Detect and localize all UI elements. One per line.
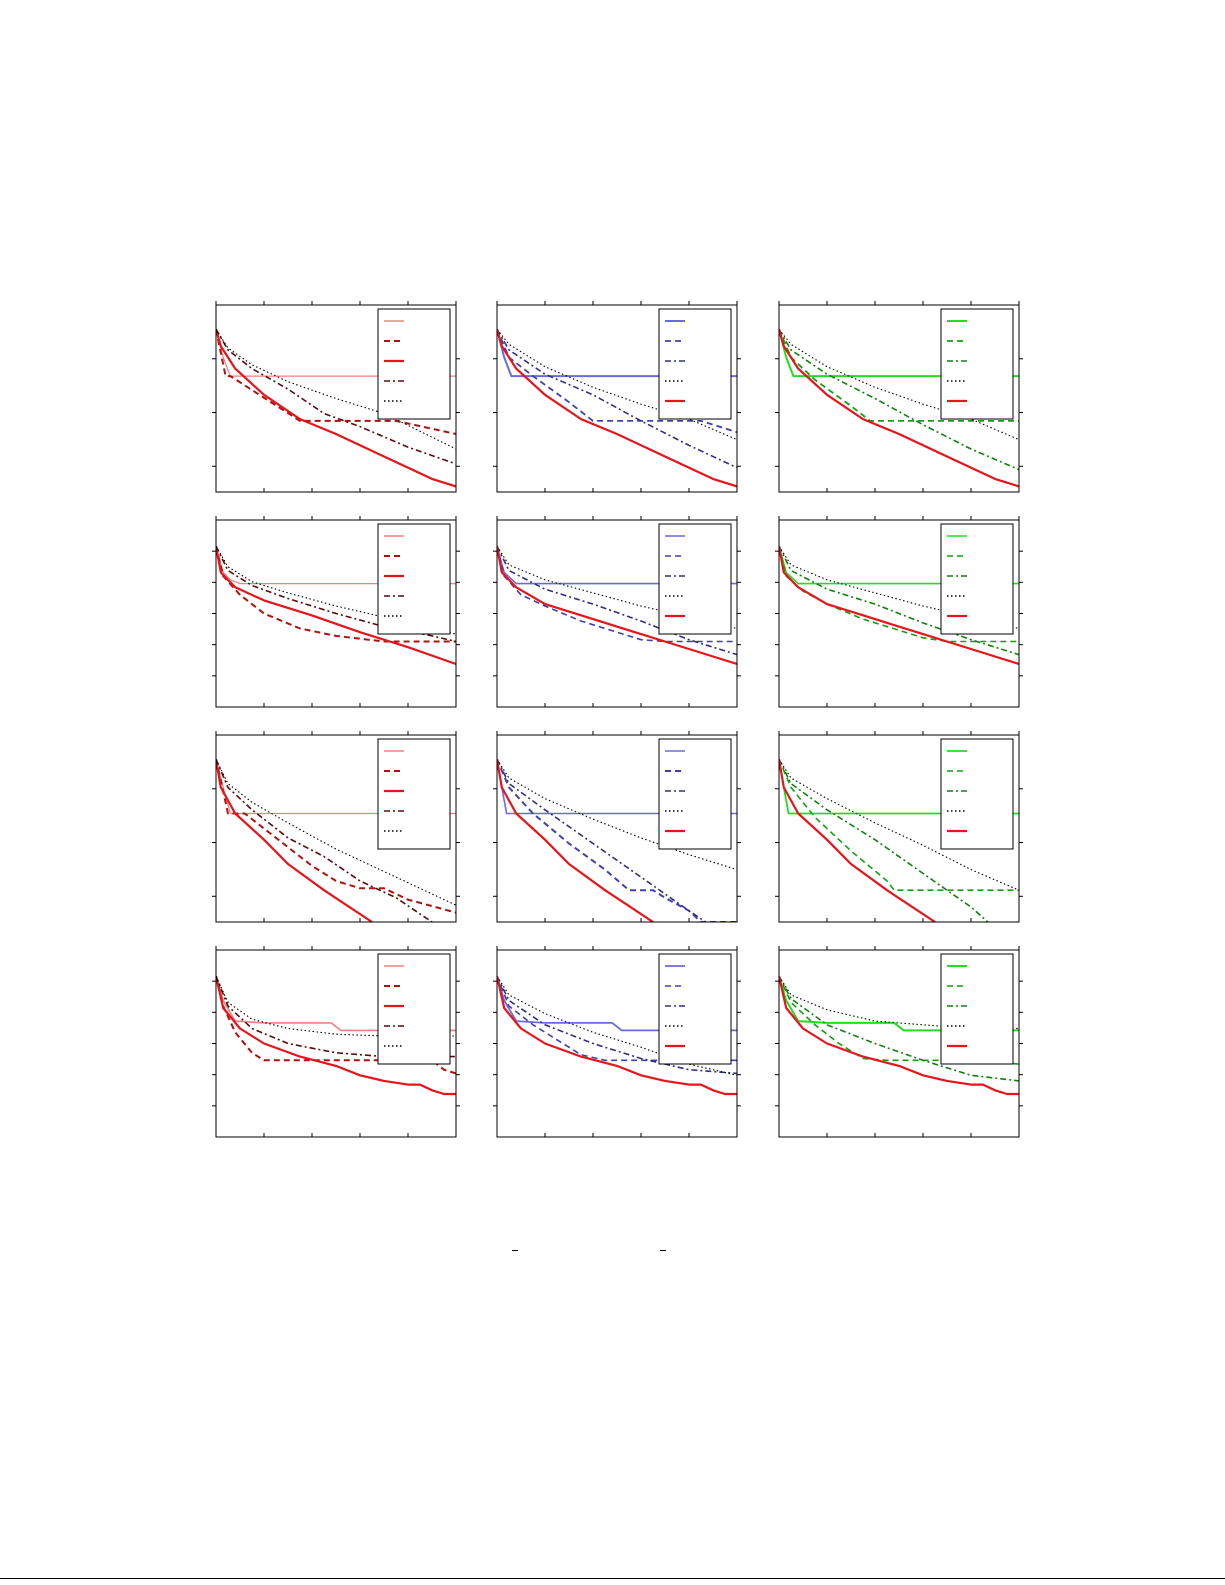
series-line-2	[216, 329, 456, 435]
series-line-2	[779, 758, 1019, 892]
legend-box	[940, 738, 1014, 850]
panel-r3c1	[212, 731, 460, 923]
series-line-5	[497, 546, 737, 666]
legend-box	[940, 523, 1014, 635]
series-line-2	[497, 546, 737, 643]
legend-box	[377, 308, 451, 420]
panel-r1c1	[212, 301, 460, 493]
axis-frame	[778, 304, 1020, 493]
series-group	[779, 545, 1019, 666]
series-line-2	[216, 759, 456, 914]
series-line-2	[497, 758, 737, 922]
legend-box	[658, 308, 732, 420]
series-line-5	[779, 546, 1019, 666]
series-line-3	[216, 975, 456, 1096]
series-line-3	[216, 328, 456, 488]
series-line-5	[497, 328, 737, 488]
series-line-5	[779, 328, 1019, 488]
panel-r1c3	[775, 301, 1023, 493]
panel-r4c1	[212, 946, 460, 1138]
series-line-4	[779, 759, 1019, 891]
series-line-3	[216, 546, 456, 666]
panel-r3c2	[493, 731, 741, 923]
legend-box	[377, 738, 451, 850]
legend-box	[377, 523, 451, 635]
panel-r2c2	[493, 516, 741, 708]
series-line-1	[497, 545, 737, 585]
series-line-2	[779, 328, 1019, 422]
series-line-3	[216, 759, 373, 922]
series-group	[497, 758, 737, 922]
series-line-4	[216, 758, 433, 922]
series-line-1	[216, 546, 456, 585]
series-line-5	[497, 759, 654, 922]
series-line-3	[497, 545, 737, 656]
legend-box	[940, 308, 1014, 420]
series-line-3	[497, 328, 737, 469]
series-line-5	[779, 975, 1019, 1096]
caption-mark-left	[512, 1250, 518, 1251]
panel-r4c3	[775, 946, 1023, 1138]
axis-frame	[496, 734, 738, 923]
axis-frame	[778, 734, 1020, 923]
legend-box	[377, 953, 451, 1065]
series-line-2	[497, 328, 737, 434]
series-line-3	[779, 975, 1019, 1082]
caption-mark-right	[660, 1250, 666, 1251]
axis-frame	[215, 304, 457, 493]
series-line-5	[216, 975, 456, 1037]
legend-box	[658, 738, 732, 850]
series-line-3	[497, 758, 707, 922]
series-group	[779, 328, 1019, 488]
series-group	[497, 545, 737, 666]
legend-box	[658, 523, 732, 635]
legend-box	[658, 953, 732, 1065]
axis-frame	[496, 304, 738, 493]
series-line-3	[779, 328, 1019, 471]
panel-r1c2	[493, 301, 741, 493]
series-line-5	[497, 975, 737, 1096]
series-line-5	[779, 759, 936, 922]
series-line-4	[216, 328, 456, 465]
series-group	[497, 328, 737, 488]
series-line-3	[779, 545, 1019, 656]
series-line-3	[497, 975, 737, 1075]
series-group	[216, 758, 456, 922]
series-group	[779, 758, 1019, 922]
panel-r3c3	[775, 731, 1023, 923]
series-line-1	[779, 545, 1019, 585]
series-line-3	[779, 758, 989, 922]
page-bottom-rule	[0, 1578, 1225, 1579]
panel-r4c2	[493, 946, 741, 1138]
axis-frame	[215, 734, 457, 923]
series-line-2	[216, 545, 456, 643]
panel-r2c1	[212, 516, 460, 708]
panel-r2c3	[775, 516, 1023, 708]
legend-box	[940, 953, 1014, 1065]
